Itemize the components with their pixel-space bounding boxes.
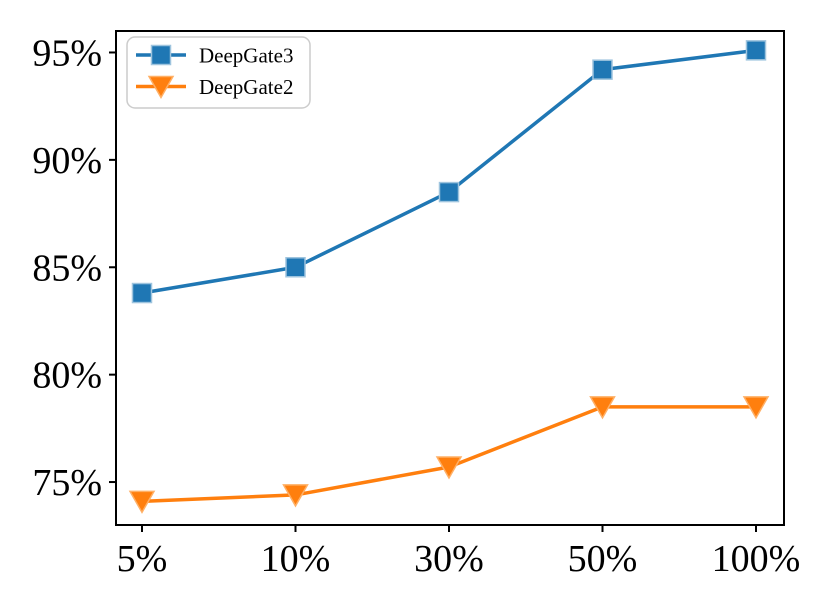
y-tick-label: 90% xyxy=(32,140,102,182)
series-DeepGate2 xyxy=(128,396,770,514)
y-tick-label: 80% xyxy=(32,355,102,397)
x-tick-label: 100% xyxy=(712,538,801,580)
y-tick-label: 85% xyxy=(32,247,102,289)
data-point-marker xyxy=(435,456,463,480)
data-point-marker xyxy=(131,282,153,304)
legend-marker xyxy=(150,44,172,66)
data-point-marker xyxy=(128,490,156,514)
data-point-marker xyxy=(282,484,309,508)
y-tick-label: 95% xyxy=(32,32,102,74)
series-DeepGate3 xyxy=(131,40,767,304)
legend-label: DeepGate3 xyxy=(199,44,293,68)
legend-item-DeepGate3: DeepGate3 xyxy=(136,44,293,68)
data-point-marker xyxy=(745,40,767,61)
data-point-marker xyxy=(589,396,616,420)
legend-item-DeepGate2: DeepGate2 xyxy=(136,75,293,100)
x-tick-label: 30% xyxy=(414,538,484,580)
x-tick-label: 10% xyxy=(261,538,331,580)
data-point-marker xyxy=(592,59,613,80)
data-point-marker xyxy=(742,396,770,420)
data-point-marker xyxy=(285,257,306,278)
series-line xyxy=(141,405,756,504)
legend-marker xyxy=(147,75,175,100)
y-axis: 75% 80% 85% 90% 95% xyxy=(32,32,116,504)
y-tick-label: 75% xyxy=(32,462,102,504)
legend-label: DeepGate2 xyxy=(199,75,293,99)
legend: DeepGate3 DeepGate2 xyxy=(126,36,311,109)
x-axis: 5% 10% 30% 50% 100% xyxy=(117,525,801,580)
data-point-marker xyxy=(438,181,460,203)
x-tick-label: 5% xyxy=(117,538,168,580)
x-tick-label: 50% xyxy=(568,538,638,580)
